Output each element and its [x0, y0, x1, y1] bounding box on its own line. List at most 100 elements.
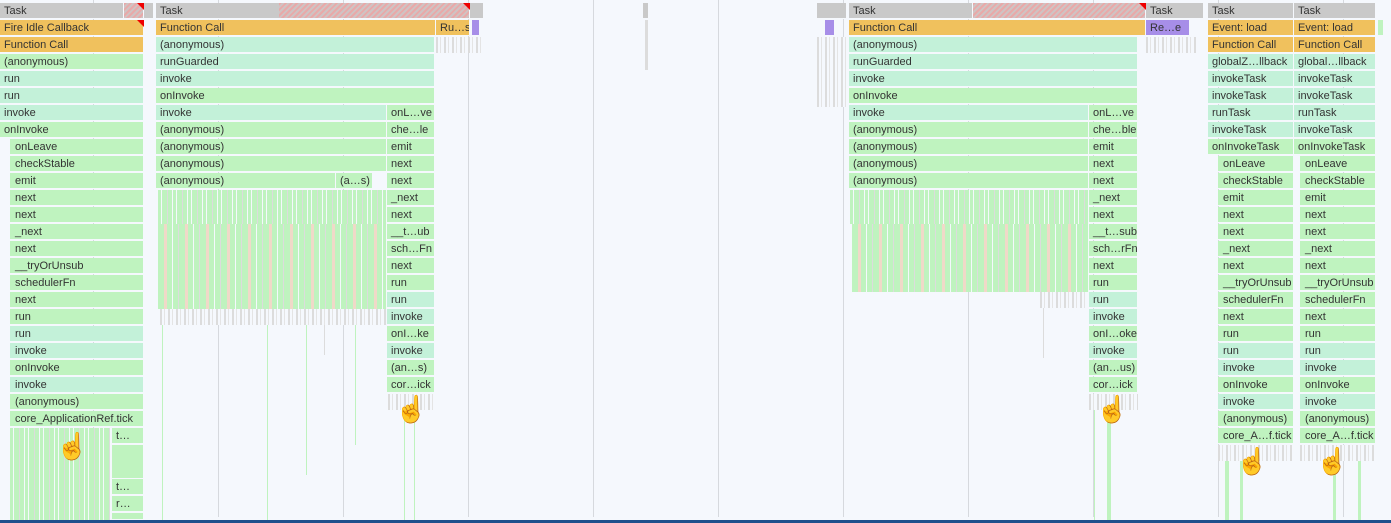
- call-bar[interactable]: onInvoke: [0, 122, 144, 138]
- call-bar[interactable]: onInvoke: [1218, 377, 1294, 393]
- task-bar[interactable]: Task: [156, 3, 280, 19]
- call-bar[interactable]: r…: [112, 496, 144, 512]
- call-bar[interactable]: run: [10, 326, 144, 342]
- call-bar[interactable]: next: [1300, 309, 1376, 325]
- call-bar[interactable]: invoke: [849, 71, 1138, 87]
- rendering-bar[interactable]: [825, 20, 835, 36]
- call-bar[interactable]: globalZ…llback: [1208, 54, 1294, 70]
- call-bar[interactable]: schedulerFn: [1218, 292, 1294, 308]
- call-bar[interactable]: onLeave: [1300, 156, 1376, 172]
- function-call-bar[interactable]: Function Call: [1208, 37, 1294, 53]
- call-bar[interactable]: run: [0, 88, 144, 104]
- call-bar[interactable]: (anonymous): [849, 122, 1089, 138]
- call-bar[interactable]: __tryOrUnsub: [10, 258, 144, 274]
- event-bar[interactable]: Fire Idle Callback: [0, 20, 144, 36]
- call-bar[interactable]: run: [387, 292, 435, 308]
- call-bar[interactable]: (anonymous): [10, 394, 144, 410]
- task-bar[interactable]: [643, 3, 649, 19]
- call-bar[interactable]: run: [0, 71, 144, 87]
- task-bar[interactable]: [144, 3, 154, 19]
- call-bar[interactable]: run: [1089, 275, 1138, 291]
- call-bar[interactable]: onL…ve: [387, 105, 435, 121]
- call-bar[interactable]: _next: [1089, 190, 1138, 206]
- task-bar[interactable]: Task: [849, 3, 973, 19]
- call-bar[interactable]: invoke: [10, 377, 144, 393]
- call-bar[interactable]: invoke: [1300, 360, 1376, 376]
- call-bar[interactable]: run: [1218, 326, 1294, 342]
- call-bar[interactable]: (an…s): [387, 360, 435, 376]
- call-bar[interactable]: invoke: [10, 343, 144, 359]
- call-bar[interactable]: (anonymous): [849, 156, 1089, 172]
- rendering-bar[interactable]: Re…e: [1146, 20, 1190, 36]
- call-bar[interactable]: onL…ve: [1089, 105, 1138, 121]
- call-bar[interactable]: (a…s): [336, 173, 373, 189]
- call-bar[interactable]: schedulerFn: [1300, 292, 1376, 308]
- call-bar[interactable]: invoke: [1218, 394, 1294, 410]
- call-bar[interactable]: run: [1300, 343, 1376, 359]
- call-bar[interactable]: checkStable: [1300, 173, 1376, 189]
- call-bar[interactable]: run: [1218, 343, 1294, 359]
- call-bar[interactable]: emit: [1218, 190, 1294, 206]
- call-bar[interactable]: invoke: [387, 343, 435, 359]
- call-bar[interactable]: che…le: [387, 122, 435, 138]
- call-bar[interactable]: emit: [1089, 139, 1138, 155]
- call-bar[interactable]: (anonymous): [1218, 411, 1294, 427]
- call-bar[interactable]: cor…ick: [1089, 377, 1138, 393]
- call-bar[interactable]: invokeTask: [1208, 71, 1294, 87]
- call-bar[interactable]: __t…sub: [1089, 224, 1138, 240]
- call-bar[interactable]: next: [1089, 173, 1138, 189]
- call-bar[interactable]: next: [1218, 224, 1294, 240]
- call-bar[interactable]: che…ble: [1089, 122, 1138, 138]
- call-bar[interactable]: (anonymous): [849, 37, 1138, 53]
- call-bar[interactable]: invokeTask: [1294, 122, 1376, 138]
- call-bar[interactable]: next: [1218, 309, 1294, 325]
- call-bar[interactable]: invoke: [849, 105, 1089, 121]
- call-bar[interactable]: (anonymous): [156, 173, 336, 189]
- call-bar[interactable]: _next: [387, 190, 435, 206]
- call-bar[interactable]: next: [10, 207, 144, 223]
- call-bar[interactable]: (anonymous): [0, 54, 144, 70]
- call-bar[interactable]: runTask: [1208, 105, 1294, 121]
- call-bar[interactable]: _next: [10, 224, 144, 240]
- call-bar[interactable]: onInvoke: [1300, 377, 1376, 393]
- call-bar[interactable]: next: [387, 207, 435, 223]
- function-call-bar[interactable]: Function Call: [849, 20, 1146, 36]
- call-bar[interactable]: invoke: [387, 309, 435, 325]
- call-bar[interactable]: invoke: [1300, 394, 1376, 410]
- call-bar[interactable]: onLeave: [1218, 156, 1294, 172]
- function-call-bar[interactable]: Function Call: [1294, 37, 1376, 53]
- call-bar[interactable]: schedulerFn: [10, 275, 144, 291]
- call-bar[interactable]: runGuarded: [849, 54, 1138, 70]
- task-bar[interactable]: Task: [0, 3, 124, 19]
- call-bar[interactable]: invokeTask: [1208, 122, 1294, 138]
- call-bar[interactable]: onInvokeTask: [1208, 139, 1294, 155]
- call-bar[interactable]: onLeave: [10, 139, 144, 155]
- call-bar[interactable]: invokeTask: [1294, 88, 1376, 104]
- call-bar[interactable]: [1378, 20, 1384, 36]
- call-bar[interactable]: next: [1089, 258, 1138, 274]
- call-bar[interactable]: invoke: [156, 105, 387, 121]
- call-bar[interactable]: invokeTask: [1208, 88, 1294, 104]
- call-bar[interactable]: next: [1300, 207, 1376, 223]
- call-bar[interactable]: run: [387, 275, 435, 291]
- call-bar[interactable]: run: [10, 309, 144, 325]
- call-bar[interactable]: next: [10, 241, 144, 257]
- call-bar[interactable]: next: [1089, 156, 1138, 172]
- call-bar[interactable]: next: [1300, 258, 1376, 274]
- call-bar[interactable]: (anonymous): [849, 139, 1089, 155]
- event-bar[interactable]: Ru…s: [436, 20, 470, 36]
- call-bar[interactable]: runTask: [1294, 105, 1376, 121]
- task-bar[interactable]: [470, 3, 484, 19]
- call-bar[interactable]: emit: [10, 173, 144, 189]
- call-bar[interactable]: emit: [1300, 190, 1376, 206]
- call-bar[interactable]: [112, 513, 144, 520]
- call-bar[interactable]: [112, 445, 144, 479]
- call-bar[interactable]: next: [1218, 207, 1294, 223]
- call-bar[interactable]: global…llback: [1294, 54, 1376, 70]
- call-bar[interactable]: (anonymous): [849, 173, 1089, 189]
- call-bar[interactable]: (anonymous): [156, 37, 435, 53]
- call-bar[interactable]: onI…oke: [1089, 326, 1138, 342]
- call-bar[interactable]: invoke: [1218, 360, 1294, 376]
- call-bar[interactable]: core_A…f.tick: [1300, 428, 1376, 444]
